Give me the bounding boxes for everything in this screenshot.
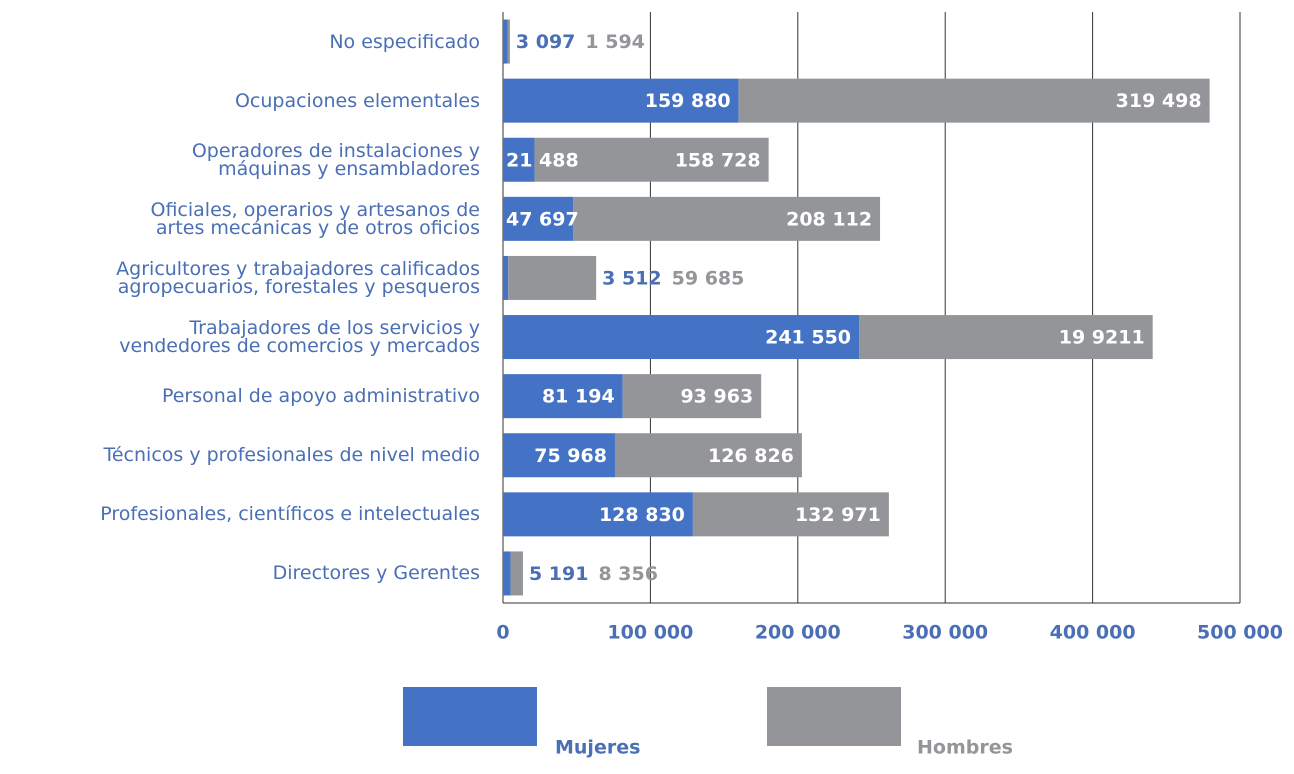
bar-segment <box>503 78 739 123</box>
category-label: Ocupaciones elementales <box>234 89 480 112</box>
value-label: 319 498 <box>1116 90 1202 112</box>
value-label: 21 488 <box>506 149 579 171</box>
value-label: 19 9211 <box>1059 327 1145 349</box>
x-tick-label: 400 000 <box>1050 622 1136 644</box>
bar-segment <box>738 78 1210 123</box>
value-label: 81 194 <box>542 386 615 408</box>
x-tick-label: 300 000 <box>902 622 988 644</box>
value-label: 126 826 <box>708 445 794 467</box>
bar-segment <box>503 315 860 360</box>
legend-label: Hombres <box>917 737 1013 759</box>
x-tick-label: 500 000 <box>1197 622 1283 644</box>
bar-segment <box>503 433 615 478</box>
bar-segment <box>503 196 574 241</box>
bar-segment <box>573 196 881 241</box>
category-label: Profesionales, científicos e intelectual… <box>100 503 480 526</box>
bar-segment <box>614 433 802 478</box>
value-label: 159 880 <box>645 90 731 112</box>
legend-label: Mujeres <box>555 737 640 759</box>
bar-segment <box>507 19 510 64</box>
value-label: 208 112 <box>786 208 872 230</box>
bar-segment <box>503 551 511 596</box>
category-label: Oficiales, operarios y artesanos de arte… <box>150 198 481 239</box>
category-label: Técnicos y profesionales de nivel medio <box>103 444 480 467</box>
value-label: 59 685 <box>672 267 745 289</box>
value-label: 3 097 <box>516 31 576 53</box>
value-label: 75 968 <box>534 445 607 467</box>
bar-segment <box>503 492 693 537</box>
value-label: 158 728 <box>675 149 761 171</box>
value-label: 5 191 <box>529 563 589 585</box>
category-label: Operadores de instalaciones y máquinas y… <box>191 139 480 180</box>
value-label: 1 594 <box>585 31 645 53</box>
bar-segment <box>503 19 508 64</box>
category-label: No especificado <box>329 30 480 53</box>
value-label: 128 830 <box>599 504 685 526</box>
category-label: Trabajadores de los servicios y vendedor… <box>119 317 480 358</box>
x-tick-label: 200 000 <box>755 622 841 644</box>
value-label: 8 356 <box>598 563 658 585</box>
bar-segment <box>503 137 535 182</box>
bar-segment <box>859 315 1153 360</box>
legend-swatch <box>403 687 537 746</box>
bar-segment <box>503 255 509 300</box>
category-label: Agricultores y trabajadores calificados … <box>116 257 480 298</box>
value-label: 241 550 <box>765 327 851 349</box>
x-tick-label: 100 000 <box>607 622 693 644</box>
bar-segment <box>692 492 889 537</box>
bar-segment <box>503 374 623 419</box>
x-tick-label: 0 <box>496 622 509 644</box>
bar-segment <box>510 551 523 596</box>
bar-segment <box>508 255 597 300</box>
category-label: Directores y Gerentes <box>272 562 480 585</box>
category-label: Personal de apoyo administrativo <box>161 385 480 408</box>
bar-segment <box>534 137 769 182</box>
bar-segment <box>622 374 762 419</box>
value-label: 47 697 <box>506 208 579 230</box>
legend-swatch <box>767 687 901 746</box>
value-label: 93 963 <box>680 386 753 408</box>
value-label: 3 512 <box>602 267 662 289</box>
value-label: 132 971 <box>795 504 881 526</box>
